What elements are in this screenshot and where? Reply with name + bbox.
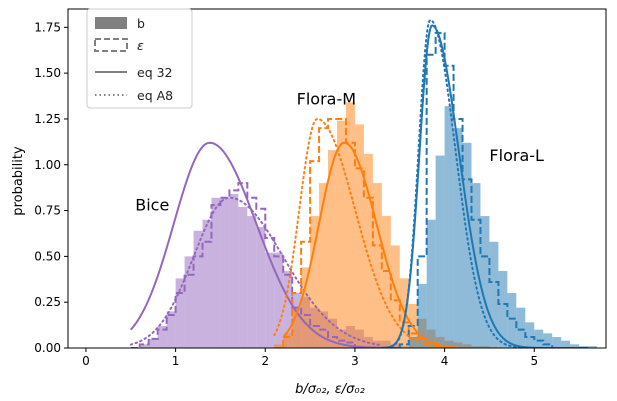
x-tick-label: 4 [441,354,449,368]
x-tick-label: 0 [82,354,90,368]
hist-bar-flora-m [319,183,329,348]
y-tick-label: 0.00 [34,341,61,355]
legend-label-eq32: eq 32 [137,65,173,80]
hist-bar-flora-l [426,219,436,348]
hist-bar-bice [202,219,212,348]
hist-bar-flora-l [480,216,490,348]
hist-bar-flora-l [453,128,463,348]
hist-bar-bice [238,206,248,348]
legend-swatch-filled [95,17,127,29]
hist-bar-bice [220,197,230,348]
hist-bar-flora-l [489,241,499,348]
hist-bar-flora-l [525,322,535,348]
y-axis-label: probability [11,146,26,216]
hist-bar-flora-m [292,307,302,348]
hist-bar-bice [175,278,185,348]
y-tick-label: 0.75 [34,204,61,218]
hist-bar-flora-m [363,153,373,348]
x-tick-label: 2 [261,354,269,368]
hist-bar-flora-m [310,216,320,348]
y-tick-label: 1.25 [34,112,61,126]
hist-bar-bice [139,344,149,348]
hist-bar-bice [283,271,293,348]
hist-bar-flora-l [534,329,544,348]
annotation-flora-l: Flora-L [489,146,544,165]
hist-bar-flora-l [570,344,580,348]
legend-label-b: b [137,16,145,31]
annotation-flora-m: Flora-M [297,89,356,108]
curve-eq32-flora-l [381,24,589,348]
hist-bar-flora-m [328,150,337,348]
y-tick-label: 1.00 [34,158,61,172]
legend-swatch-dashed [94,38,128,52]
hist-bar-flora-l [408,337,418,348]
hist-bar-flora-l [498,271,508,348]
eps-step-flora-l [398,31,562,348]
hist-bar-flora-l [588,346,598,348]
curve-eq32-bice [130,141,400,348]
axes: 0 1 2 3 4 5 0.00 0.25 0.50 0.75 1.00 1.25 1.50 1.75 [34,8,607,368]
x-tick-label: 1 [172,354,180,368]
legend-frame [86,8,193,109]
x-axis-label: b/σ₀₂, ε/σ₀₂ [295,382,365,397]
hist-bar-flora-m [372,183,382,348]
hist-bar-flora-m [274,344,284,348]
hist-bar-flora-l [516,307,526,348]
hist-bar-bice [211,197,221,348]
y-tick-label: 1.50 [34,66,61,80]
hist-bar-bice [256,227,266,348]
curve-eqa8-flora-l [380,18,590,348]
hist-bar-flora-l [507,293,517,348]
legend: b ε eq 32 eq A8 [86,8,193,109]
hist-bar-flora-m [354,124,364,348]
hist-bar-flora-l [435,155,445,348]
curve-eq32-flora-m [282,141,463,348]
hist-bar-bice [247,216,257,348]
eps-step-flora-m [274,117,446,348]
y-tick-label: 0.50 [34,249,61,263]
hist-bar-bice [274,252,284,348]
hist-bar-flora-l [444,106,454,348]
hist-bar-flora-l [417,283,427,348]
hist-bar-flora-m [301,267,311,348]
annotation-bice: Bice [135,196,169,215]
y-tick-label: 1.75 [34,20,61,34]
hist-bar-flora-l [552,337,562,348]
hist-bar-bice [184,256,194,348]
hist-bar-bice [148,338,158,348]
hist-bar-bice [166,311,176,348]
x-tick-label: 5 [530,354,538,368]
hist-bar-flora-l [543,333,553,348]
hist-bar-flora-m [337,120,346,348]
eps-step-bice [130,182,364,348]
plot-area [129,18,598,348]
hist-bar-bice [193,230,203,348]
hist-bar-flora-m [390,245,400,348]
y-tick-label: 0.25 [34,295,61,309]
hist-bar-flora-l [561,340,571,348]
hist-bar-flora-m [381,216,391,348]
legend-label-eps: ε [137,38,144,53]
hist-bar-flora-l [462,142,472,348]
curve-eqa8-bice [129,196,383,347]
legend-label-eqa8: eq A8 [137,88,173,103]
hist-bar-bice [229,194,239,348]
hist-bar-flora-m [345,102,355,348]
axes-frame [67,8,607,349]
hist-bar-flora-m [283,333,293,348]
hist-bar-bice [157,326,167,348]
x-tick-label: 3 [351,354,359,368]
hist-bar-bice [265,252,275,348]
